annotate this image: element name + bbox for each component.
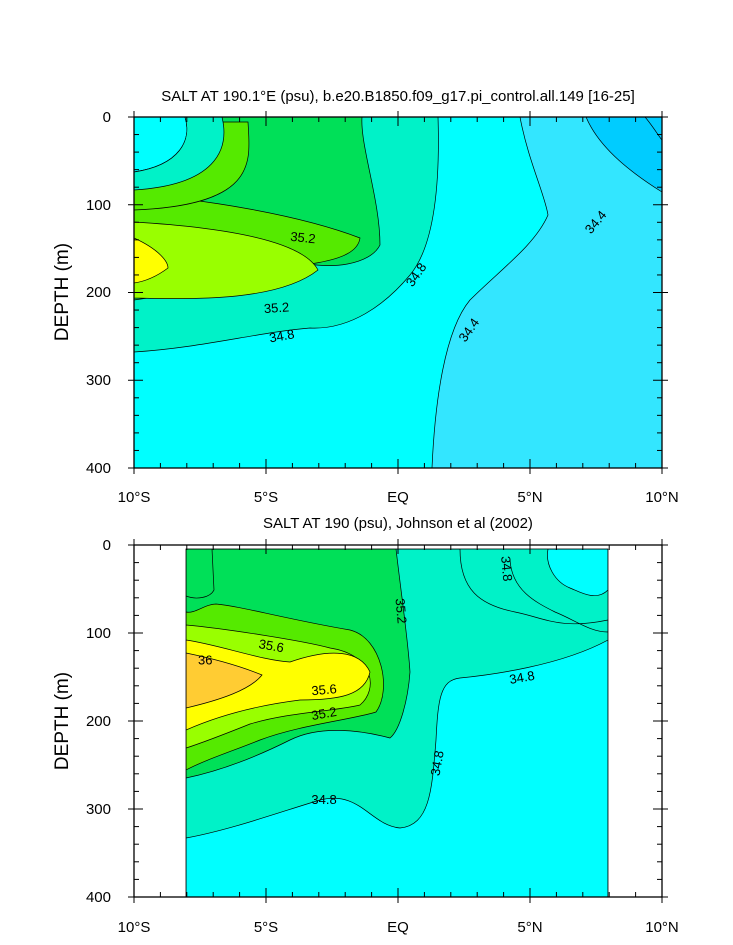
bottom-y-tick-label: 100	[86, 625, 111, 642]
contour-label-text: 35.6	[311, 681, 338, 698]
bottom-y-tick-label: 400	[86, 889, 111, 906]
bottom-y-tick-label: 0	[103, 537, 111, 554]
bottom-y-tick-label: 200	[86, 713, 111, 730]
contour-label: 34.8	[268, 326, 296, 345]
bottom-axis-ticks	[128, 539, 668, 903]
bottom-contour-labels: 35.6 36 35.6 35.2 35.2 34.8 34.8 34.8 34.8	[198, 555, 536, 807]
contour-label-text: 34.8	[428, 749, 447, 777]
obs-band-deep-fill	[186, 639, 608, 897]
bottom-y-axis-labels: 0 100 200 300 400	[86, 537, 111, 906]
contour-label: 35.6	[311, 681, 338, 698]
obs-band-36-fill	[186, 652, 263, 709]
bottom-x-tick-label: 10°N	[645, 919, 679, 936]
salinity-band-top-left-inner-fill	[134, 117, 225, 191]
top-y-tick-label: 200	[86, 284, 111, 301]
contour-label: 35.2	[310, 704, 338, 723]
obs-band-34-4-right-fill	[547, 549, 608, 597]
contour-label-text: 35.2	[393, 598, 410, 625]
contour-label-text: 35.6	[258, 636, 286, 655]
top-y-tick-label: 400	[86, 460, 111, 477]
bottom-contour-fill	[186, 549, 608, 897]
contour-label: 34.8	[311, 792, 336, 807]
top-y-tick-label: 300	[86, 372, 111, 389]
top-y-tick-label: 100	[86, 197, 111, 214]
bottom-x-tick-label: 10°S	[118, 919, 151, 936]
contour-label: 35.2	[263, 299, 289, 316]
top-x-tick-label: 5°S	[254, 489, 278, 506]
bottom-y-tick-label: 300	[86, 801, 111, 818]
top-y-axis-title: DEPTH (m)	[52, 243, 73, 341]
contour-label-text: 34.8	[268, 326, 296, 345]
bottom-panel: SALT AT 190 (psu), Johnson et al (2002) …	[52, 515, 679, 936]
top-y-tick-label: 0	[103, 109, 111, 126]
bottom-x-axis-labels: 10°S 5°S EQ 5°N 10°N	[118, 919, 679, 936]
top-panel: SALT AT 190.1°E (psu), b.e20.B1850.f09_g…	[52, 88, 679, 506]
top-x-tick-label: 10°S	[118, 489, 151, 506]
bottom-y-axis-title: DEPTH (m)	[52, 672, 73, 770]
top-y-axis-labels: 0 100 200 300 400	[86, 109, 111, 477]
top-x-tick-label: 10°N	[645, 489, 679, 506]
top-contour-fill	[134, 117, 662, 468]
top-x-axis-labels: 10°S 5°S EQ 5°N 10°N	[118, 489, 679, 506]
contour-label-text: 34.8	[498, 555, 515, 582]
contour-label: 34.8	[498, 555, 515, 582]
salinity-band-35-6-fill	[134, 221, 319, 300]
obs-band-top-left-green-fill	[186, 549, 215, 599]
contour-label: 34.8	[428, 749, 447, 777]
top-x-tick-label: 5°N	[517, 489, 542, 506]
bottom-x-tick-label: 5°S	[254, 919, 278, 936]
obs-contour-upper-right	[509, 559, 608, 633]
bottom-x-tick-label: EQ	[387, 919, 409, 936]
contour-label-text: 36	[198, 652, 212, 667]
bottom-x-tick-label: 5°N	[517, 919, 542, 936]
contour-label-text: 35.2	[310, 704, 338, 723]
obs-band-35-8-fill	[186, 639, 371, 731]
contour-label: 34.8	[508, 668, 536, 687]
contour-label: 36	[198, 652, 212, 667]
contour-label-text: 34.8	[311, 792, 336, 807]
top-x-tick-label: EQ	[387, 489, 409, 506]
contour-label-text: 34.8	[508, 668, 536, 687]
bottom-panel-title: SALT AT 190 (psu), Johnson et al (2002)	[263, 515, 533, 532]
contour-label: 35.6	[258, 636, 286, 655]
contour-label: 35.2	[290, 229, 317, 247]
salinity-contour-34-4	[644, 117, 662, 141]
top-panel-title: SALT AT 190.1°E (psu), b.e20.B1850.f09_g…	[161, 88, 635, 105]
contour-label-text: 35.2	[290, 229, 317, 247]
contour-label-text: 35.2	[263, 299, 289, 316]
salinity-band-35-8-fill	[134, 237, 169, 284]
top-axis-ticks	[128, 111, 668, 474]
contour-label: 35.2	[393, 598, 410, 625]
